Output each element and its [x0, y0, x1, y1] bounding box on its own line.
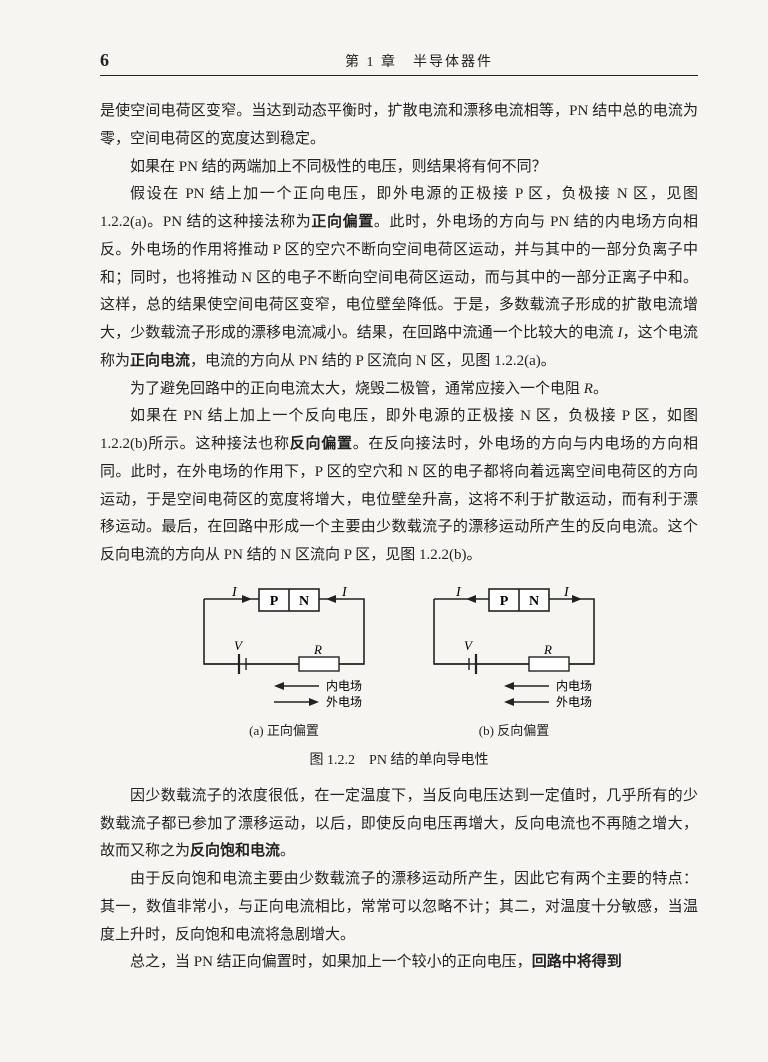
- figure-1-2-2: P N I I V R 内电场: [100, 584, 698, 739]
- page: 6 第 1 章 半导体器件 是使空间电荷区变窄。当达到动态平衡时，扩散电流和漂移…: [0, 0, 768, 1062]
- paragraph-8: 总之，当 PN 结正向偏置时，如果加上一个较小的正向电压，回路中将得到: [100, 949, 698, 977]
- label-V: V: [464, 638, 474, 653]
- symbol-R: R: [584, 381, 593, 397]
- text: 总之，当 PN 结正向偏置时，如果加上一个较小的正向电压，: [130, 954, 532, 970]
- label-R: R: [313, 642, 322, 657]
- label-outer-field: 外电场: [556, 695, 592, 709]
- paragraph-4: 为了避免回路中的正向电流太大，烧毁二极管，通常应接入一个电阻 R。: [100, 376, 698, 404]
- text: 是使空间电荷区变窄。当达到动态平衡时，扩散电流和漂移电流相等，PN 结中总的电流…: [100, 103, 698, 147]
- circuit-a-svg: P N I I V R 内电场: [184, 584, 384, 714]
- text: 由于反向饱和电流主要由少数载流子的漂移运动所产生，因此它有两个主要的特点：其一，…: [100, 871, 698, 943]
- text: 为了避免回路中的正向电流太大，烧毁二极管，通常应接入一个电阻: [130, 381, 584, 397]
- text: 。此时，外电场的方向与 PN 结的内电场方向相反。外电场的作用将推动 P 区的空…: [100, 214, 698, 341]
- paragraph-6: 因少数载流子的浓度很低，在一定温度下，当反向电压达到一定值时，几乎所有的少数载流…: [100, 783, 698, 866]
- figure-caption: 图 1.2.2 PN 结的单向导电性: [100, 749, 698, 769]
- text: 如果在 PN 结的两端加上不同极性的电压，则结果将有何不同？: [130, 159, 547, 175]
- label-I: I: [231, 585, 238, 600]
- label-inner-field: 内电场: [326, 679, 362, 693]
- term-reverse-saturation: 反向饱和电流: [190, 843, 280, 859]
- text: 。: [593, 381, 608, 397]
- term-reverse-bias: 反向偏置: [290, 436, 353, 452]
- paragraph-2: 如果在 PN 结的两端加上不同极性的电压，则结果将有何不同？: [100, 154, 698, 182]
- page-header: 6 第 1 章 半导体器件: [100, 50, 698, 76]
- label-N: N: [299, 594, 309, 609]
- label-N: N: [529, 594, 539, 609]
- paragraph-1: 是使空间电荷区变窄。当达到动态平衡时，扩散电流和漂移电流相等，PN 结中总的电流…: [100, 98, 698, 154]
- label-outer-field: 外电场: [326, 695, 362, 709]
- subfig-a: P N I I V R 内电场: [184, 584, 384, 739]
- term-forward-bias: 正向偏置: [311, 214, 373, 230]
- text: 。: [280, 843, 295, 859]
- page-number: 6: [100, 50, 140, 71]
- label-P: P: [500, 594, 509, 609]
- subcaption-b: (b) 反向偏置: [414, 720, 614, 739]
- paragraph-3: 假设在 PN 结上加一个正向电压，即外电源的正极接 P 区，负极接 N 区，见图…: [100, 181, 698, 375]
- label-I: I: [455, 585, 462, 600]
- text: 。在反向接法时，外电场的方向与内电场的方向相同。此时，在外电场的作用下，P 区的…: [100, 436, 698, 563]
- term-forward-current: 正向电流: [130, 353, 190, 369]
- text: ，电流的方向从 PN 结的 P 区流向 N 区，见图 1.2.2(a)。: [190, 353, 556, 369]
- subcaption-a: (a) 正向偏置: [184, 720, 384, 739]
- label-I-right: I: [341, 585, 348, 600]
- subfig-b: P N I I V R 内电场: [414, 584, 614, 739]
- label-inner-field: 内电场: [556, 679, 592, 693]
- paragraph-7: 由于反向饱和电流主要由少数载流子的漂移运动所产生，因此它有两个主要的特点：其一，…: [100, 866, 698, 949]
- label-R: R: [543, 642, 552, 657]
- label-P: P: [270, 594, 279, 609]
- text-bold: 回路中将得到: [532, 954, 622, 970]
- label-V: V: [234, 638, 244, 653]
- chapter-title: 第 1 章 半导体器件: [140, 51, 698, 71]
- paragraph-5: 如果在 PN 结上加上一个反向电压，即外电源的正极接 N 区，负极接 P 区，如…: [100, 403, 698, 570]
- label-I-right: I: [563, 585, 570, 600]
- circuit-b-svg: P N I I V R 内电场: [414, 584, 614, 714]
